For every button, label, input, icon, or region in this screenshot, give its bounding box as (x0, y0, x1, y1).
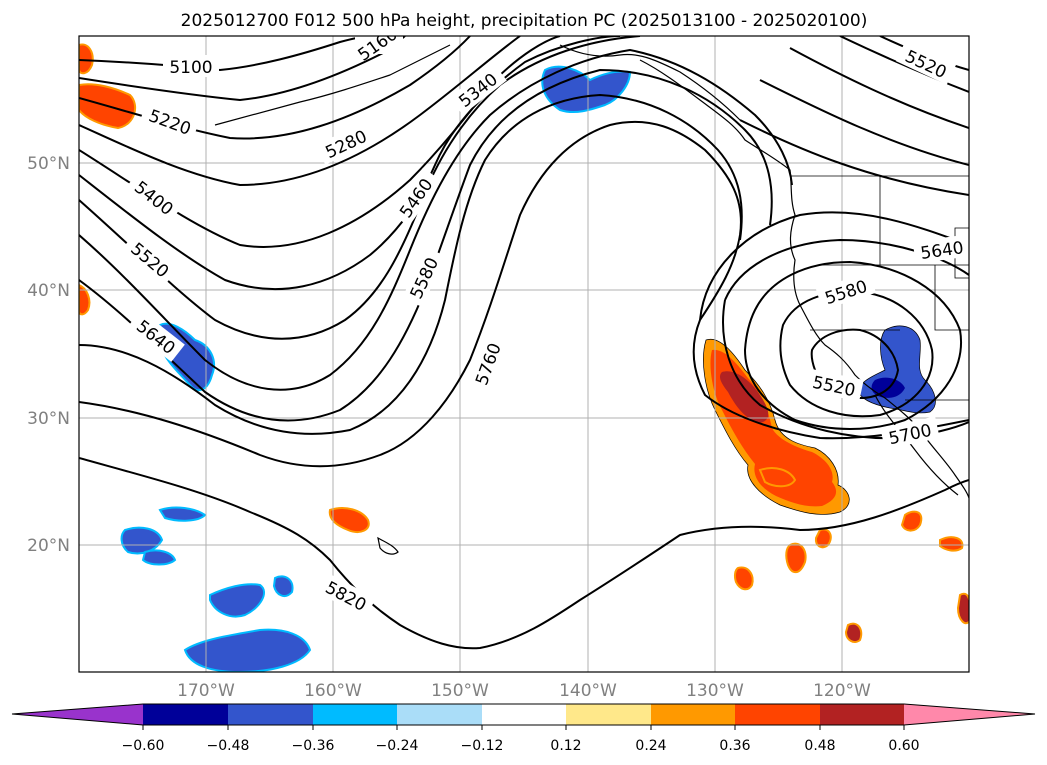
contour-ne-4 (759, 79, 969, 166)
colorbar-segment-6 (566, 704, 651, 725)
colorbar-segment-7 (651, 704, 735, 725)
colorbar-extend-low (12, 704, 143, 725)
precip-blob-east-small-8 (758, 467, 797, 488)
precip-blob-east-small-2 (733, 566, 754, 591)
precip-neg-sw-3 (141, 549, 177, 566)
contour-5760 (79, 120, 969, 468)
gridlines (79, 36, 969, 672)
precip-neg-south-1 (183, 628, 312, 672)
precip-neg-sw-2 (158, 506, 207, 522)
colorbar-segment-1 (143, 704, 228, 725)
colorbar-tick-label-5: 0.12 (550, 738, 581, 754)
precip-blob-west-coast-peak (720, 371, 769, 423)
lon-label-130w: 130°W (686, 681, 744, 701)
contour-5640-east (699, 211, 969, 321)
contour-5580 (79, 68, 773, 422)
coastline-baja (874, 394, 959, 496)
colorbar-tick-label-2: −0.36 (292, 738, 335, 754)
lon-label-170w: 170°W (177, 681, 235, 701)
colorbar-segment-4 (397, 704, 482, 725)
lon-label-120w: 120°W (813, 681, 871, 701)
contour-5640 (79, 93, 743, 435)
precip-blob-east-small-1 (785, 542, 807, 574)
colorbar-tick-label-9: 0.60 (888, 738, 919, 754)
contour-5100 (79, 36, 371, 72)
contour-low-ring-1 (810, 328, 900, 400)
colorbar-tick-label-4: −0.12 (461, 738, 504, 754)
coastline-hawaii (377, 536, 399, 555)
map-frame (78, 35, 970, 673)
latitude-labels: 50°N 40°N 30°N 20°N (27, 154, 70, 556)
figure-title: 2025012700 F012 500 hPa height, precipit… (181, 11, 868, 31)
precip-neg-south-3 (272, 575, 294, 597)
contour-low-ring-3 (743, 260, 962, 430)
lat-label-30: 30°N (27, 409, 70, 429)
lat-label-20: 20°N (27, 536, 70, 556)
longitude-labels: 170°W 160°W 150°W 140°W 130°W 120°W (177, 681, 871, 701)
contour-5520 (79, 48, 793, 391)
contour-5460 (79, 36, 641, 340)
height-contours (79, 36, 969, 650)
contour-5820 (79, 457, 969, 650)
colorbar-tick-label-7: 0.36 (719, 738, 750, 754)
map-panel: 5100 5160 5220 5280 5340 5400 5460 5520 … (78, 35, 970, 673)
colorbar-ticks (142, 725, 905, 730)
contour-label-5100: 5100 (169, 58, 212, 78)
colorbar-segment-8 (735, 704, 820, 725)
contour-ne-3 (789, 47, 969, 129)
contour-5280 (79, 36, 521, 187)
lon-label-140w: 140°W (559, 681, 617, 701)
precip-neg-south-2 (209, 583, 265, 618)
border-state-5 (954, 227, 969, 279)
contour-5400 (79, 36, 621, 291)
contour-ne-5 (739, 119, 969, 196)
precip-blob-hawaii (328, 507, 370, 533)
precip-blob-east-small-5 (939, 536, 964, 552)
map-background (79, 36, 969, 672)
lon-label-160w: 160°W (304, 681, 362, 701)
colorbar-tick-label-6: 0.24 (635, 738, 666, 754)
colorbar-tick-label-3: −0.24 (376, 738, 419, 754)
coastline-alaska-chain (214, 44, 451, 126)
colorbar: −0.60 −0.48 −0.36 −0.24 −0.12 0.12 0.24 … (11, 703, 1036, 754)
colorbar-segment-2 (228, 704, 313, 725)
precip-blob-east-small-4 (900, 510, 923, 532)
border-state-4 (934, 265, 969, 331)
colorbar-tick-label-0: −0.60 (122, 738, 165, 754)
colorbar-segment-5 (482, 704, 566, 725)
contour-ne-2 (839, 36, 969, 93)
colorbar-segment-3 (313, 704, 397, 725)
precip-blob-nw-corner-2 (79, 43, 94, 75)
colorbar-segment-9 (820, 704, 904, 725)
colorbar-tick-label-8: 0.48 (804, 738, 835, 754)
colorbar-tick-label-1: −0.48 (207, 738, 250, 754)
colorbar-extend-high (904, 704, 1035, 725)
coastline-alaska-main (559, 44, 741, 121)
precip-blob-east-small-6 (844, 622, 863, 643)
lat-label-50: 50°N (27, 154, 70, 174)
precip-blob-east-small-7 (956, 592, 969, 625)
lat-label-40: 40°N (27, 281, 70, 301)
lon-label-150w: 150°W (431, 681, 489, 701)
